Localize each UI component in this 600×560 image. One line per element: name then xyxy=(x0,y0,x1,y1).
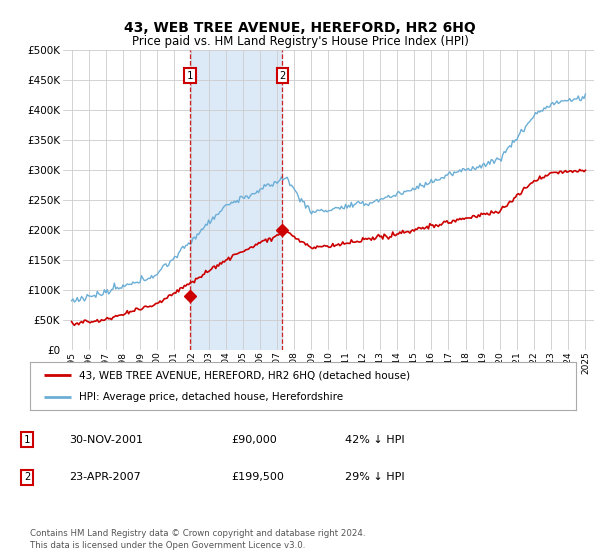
Text: 42% ↓ HPI: 42% ↓ HPI xyxy=(345,435,404,445)
Text: £90,000: £90,000 xyxy=(231,435,277,445)
Text: 2: 2 xyxy=(279,71,286,81)
Text: 23-APR-2007: 23-APR-2007 xyxy=(69,472,141,482)
Text: Contains HM Land Registry data © Crown copyright and database right 2024.: Contains HM Land Registry data © Crown c… xyxy=(30,529,365,538)
Text: This data is licensed under the Open Government Licence v3.0.: This data is licensed under the Open Gov… xyxy=(30,542,305,550)
Text: 43, WEB TREE AVENUE, HEREFORD, HR2 6HQ (detached house): 43, WEB TREE AVENUE, HEREFORD, HR2 6HQ (… xyxy=(79,370,410,380)
Text: £199,500: £199,500 xyxy=(231,472,284,482)
Text: 30-NOV-2001: 30-NOV-2001 xyxy=(69,435,143,445)
Bar xyxy=(190,50,283,350)
Text: 43, WEB TREE AVENUE, HEREFORD, HR2 6HQ: 43, WEB TREE AVENUE, HEREFORD, HR2 6HQ xyxy=(124,21,476,35)
Text: Price paid vs. HM Land Registry's House Price Index (HPI): Price paid vs. HM Land Registry's House … xyxy=(131,35,469,48)
Text: 29% ↓ HPI: 29% ↓ HPI xyxy=(345,472,404,482)
Text: HPI: Average price, detached house, Herefordshire: HPI: Average price, detached house, Here… xyxy=(79,392,343,402)
Text: 1: 1 xyxy=(187,71,193,81)
Text: 1: 1 xyxy=(24,435,30,445)
Text: 2: 2 xyxy=(24,472,30,482)
